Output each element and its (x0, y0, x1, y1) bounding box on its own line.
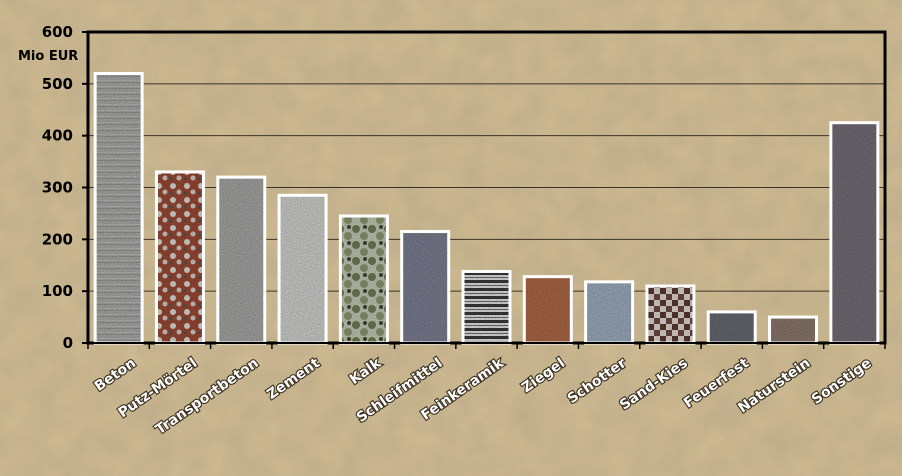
bar-schleifmittel (400, 230, 451, 345)
bar-beton (93, 71, 144, 345)
bar-texture (95, 73, 143, 343)
y-tick-label: 0 (63, 334, 73, 352)
bar-feuerfest (706, 310, 757, 345)
bar-schotter (584, 280, 635, 345)
bar-sand-kies (645, 284, 696, 345)
y-tick-label: 200 (42, 230, 73, 248)
y-axis: 0 100 200 300 400 500 600 (42, 23, 89, 352)
bar-feinkeramik (461, 269, 512, 345)
bar-texture (830, 122, 878, 343)
y-axis-label: Mio EUR (18, 49, 78, 64)
bar-putz-mörtel (154, 170, 205, 345)
y-tick-label: 400 (42, 127, 73, 145)
bar-texture (463, 271, 510, 343)
bar-naturstein (768, 315, 819, 345)
bar-texture (646, 285, 694, 343)
bar-kalk (338, 214, 389, 345)
bar-texture (585, 281, 633, 343)
bar-texture (279, 195, 327, 343)
y-tick-label: 600 (42, 23, 73, 41)
bar-texture (401, 231, 449, 343)
bar-sonstige (829, 121, 880, 345)
bar-transportbeton (216, 175, 267, 345)
bar-ziegel (522, 275, 573, 345)
bars (93, 71, 880, 345)
bar-texture (769, 317, 817, 343)
y-tick-label: 500 (42, 75, 73, 93)
bar-texture (524, 276, 572, 343)
bar-texture (217, 177, 265, 343)
y-tick-label: 300 (42, 179, 73, 197)
bar-zement (277, 193, 328, 345)
bar-texture (708, 311, 756, 343)
y-tick-label: 100 (42, 282, 73, 300)
bar-texture (340, 216, 388, 343)
bar-texture (156, 171, 204, 343)
